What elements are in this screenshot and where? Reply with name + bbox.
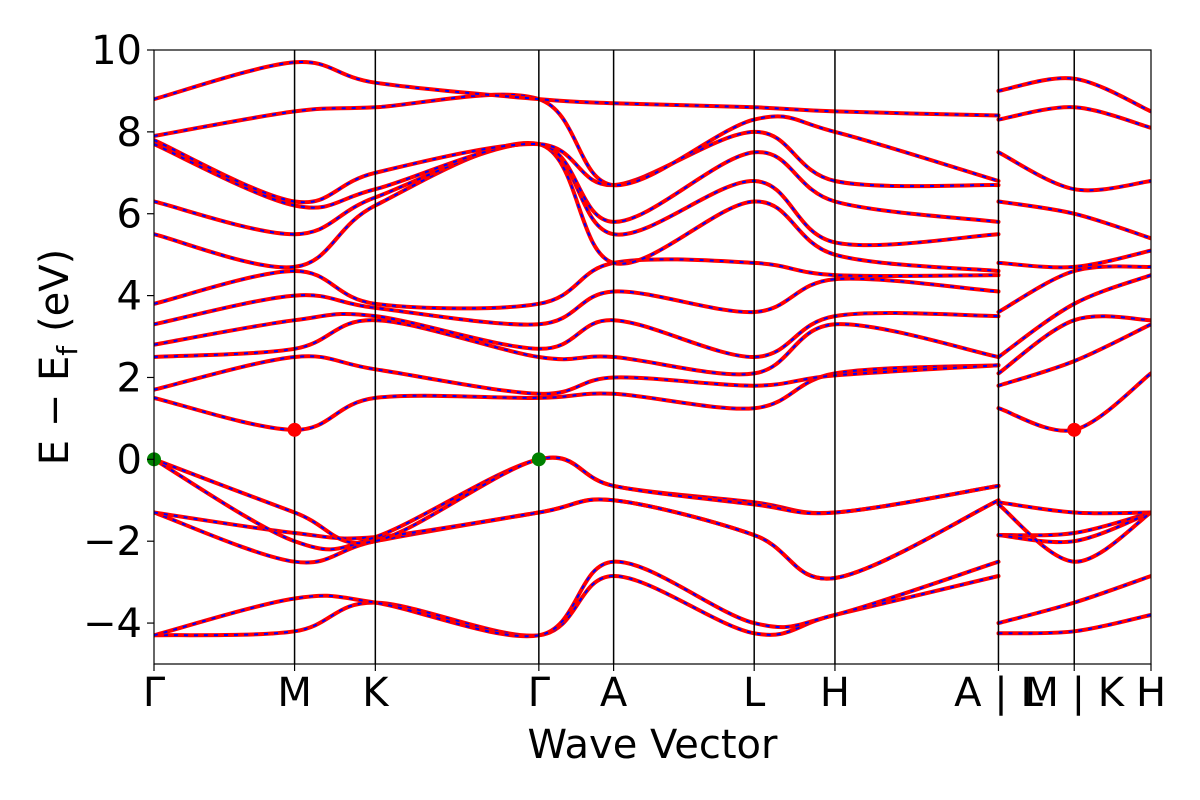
band-line-dashed-16: [154, 93, 999, 187]
band-line-dashed-19: [998, 575, 1151, 625]
y-axis-label: E − Ef (eV): [32, 249, 84, 466]
band-line-dashed-14: [154, 142, 999, 223]
cbm-marker-2: [287, 422, 302, 437]
x-tick-label-5: L: [743, 670, 766, 716]
x-tick-label-8: M | K: [1024, 670, 1125, 716]
band-line-dashed-15: [154, 130, 999, 204]
y-tick-label-7: −4: [83, 601, 142, 647]
x-tick-label-6: H: [820, 670, 850, 716]
band-line-dashed-23: [997, 503, 1151, 563]
x-tick-label-1: M: [277, 670, 312, 716]
y-tick-label-2: 6: [117, 192, 142, 238]
x-tick-label-3: Γ: [528, 670, 551, 716]
band-line-dashed-24: [998, 372, 1151, 432]
band-line-dashed-3: [154, 498, 999, 580]
x-tick-label-7: A | L: [954, 670, 1043, 716]
band-line-dashed-33: [998, 77, 1151, 113]
y-axis-label-unit: (eV): [32, 249, 78, 332]
x-tick-label-4: A: [600, 670, 628, 716]
band-line-11: [154, 257, 1001, 311]
y-tick-label-4: 2: [117, 355, 142, 401]
band-line-dashed-12: [154, 141, 999, 272]
band-line-dashed-13: [154, 142, 999, 247]
x-tick-label-2: K: [362, 670, 390, 716]
band-line-dashed-10: [154, 277, 999, 326]
extrema-markers-layer: [147, 422, 1082, 467]
cbm-marker-3: [1067, 422, 1082, 437]
y-axis-ticks: 10 8 6 4 2 0 −2 −4: [83, 28, 154, 647]
x-tick-label-0: Γ: [143, 670, 166, 716]
y-tick-label-6: −2: [83, 519, 142, 565]
y-axis-label-main: E − E: [32, 356, 78, 466]
vbm-marker-1: [531, 452, 546, 467]
y-tick-label-3: 4: [117, 274, 142, 320]
x-tick-label-9: H: [1136, 670, 1166, 716]
band-line-dashed-31: [998, 151, 1151, 192]
y-tick-label-0: 10: [91, 28, 142, 74]
band-line-dashed-21: [998, 511, 1151, 544]
y-axis-label-subscript: f: [51, 345, 84, 356]
band-line-9: [154, 311, 1001, 360]
x-axis-label: Wave Vector: [528, 722, 779, 768]
kpoint-lines-layer: [293, 50, 1075, 664]
band-line-dashed-8: [154, 319, 999, 376]
y-tick-label-1: 8: [117, 110, 142, 156]
band-line-dashed-5: [154, 456, 999, 545]
y-tick-label-5: 0: [117, 437, 142, 483]
plot-frame: [153, 49, 1152, 665]
band-line-dashed-2: [154, 498, 999, 580]
band-line-dashed-0: [154, 574, 999, 637]
